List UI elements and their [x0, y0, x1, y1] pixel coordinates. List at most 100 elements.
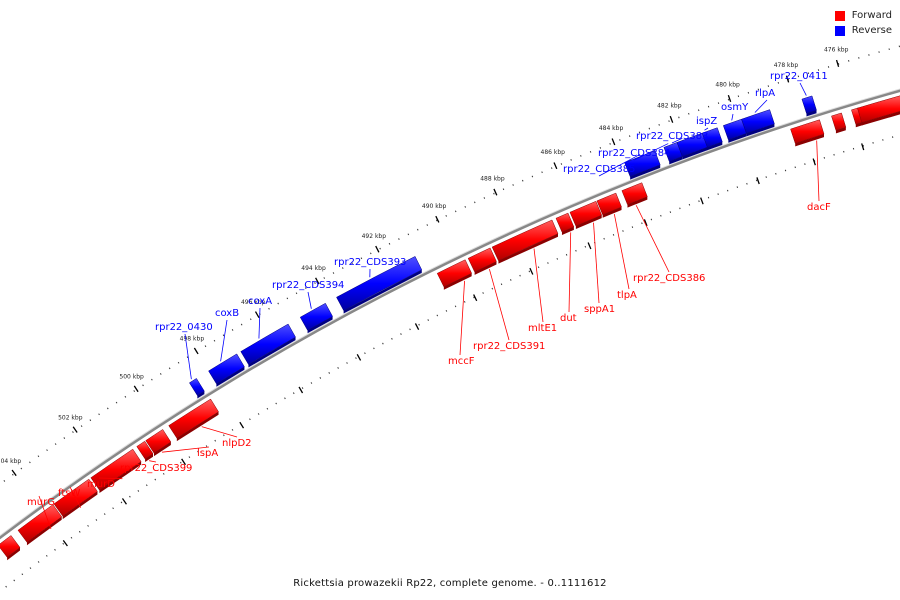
leader-rlpA [754, 99, 768, 113]
ruler-dot [736, 186, 739, 189]
ruler-dot [3, 480, 6, 482]
gene-rpr22_0411[interactable] [801, 95, 817, 117]
gene-label-tlpA[interactable]: tlpA [617, 290, 637, 301]
gene-label-rlpA[interactable]: rlpA [755, 88, 775, 99]
gene-unlabeled[interactable] [857, 95, 900, 126]
ruler-dot [603, 237, 605, 240]
gene-rpr22_CDS391[interactable] [467, 247, 497, 275]
gene-label-nlpD2[interactable]: nlpD2 [222, 438, 252, 449]
gene-label-murD[interactable]: murD [87, 479, 115, 490]
gene-rpr22_CDS394[interactable] [299, 302, 333, 334]
ruler-dot [154, 478, 157, 481]
gene-sppA1[interactable] [569, 200, 603, 230]
gene-shadow [145, 453, 154, 462]
gene-rpr22_CDS386[interactable] [621, 182, 648, 208]
ruler-dot [669, 211, 672, 213]
ruler-dot [310, 382, 313, 384]
gene-osmY[interactable] [723, 118, 747, 143]
ruler-dot [589, 150, 592, 153]
gene-rlpA[interactable] [741, 109, 775, 137]
ruler-dot [231, 429, 234, 431]
ruler-dot [435, 219, 438, 222]
ruler-dot [609, 143, 611, 145]
gene-label-rpr22_CDS391[interactable]: rpr22_CDS391 [473, 341, 545, 352]
tick-label: 478 kbp [774, 62, 799, 69]
gene-shadow [728, 133, 747, 143]
gene-label-osmY[interactable]: osmY [721, 102, 749, 113]
gene-lspA[interactable] [145, 429, 172, 457]
gene-rpr22_CDS393[interactable] [336, 256, 423, 314]
gene-body [17, 504, 63, 543]
ruler-dot [328, 372, 330, 374]
gene-label-dut[interactable]: dut [560, 313, 577, 324]
gene-shadow [669, 156, 683, 165]
ruler-dot [332, 272, 335, 274]
ruler-dot [436, 314, 439, 317]
gene-label-rpr22_CDS393[interactable]: rpr22_CDS393 [334, 257, 406, 268]
gene-body [90, 448, 142, 491]
ruler-dot [168, 367, 171, 370]
gene-ispZ[interactable] [700, 127, 723, 151]
tick-mark-top [727, 94, 732, 103]
gene-label-rpr22_CDS385[interactable]: rpr22_CDS385 [563, 164, 635, 175]
leader-coxB [220, 319, 228, 362]
tick-mark-top [835, 59, 840, 67]
gene-label-sppA1[interactable]: sppA1 [584, 304, 615, 315]
leader-sppA1 [593, 222, 600, 304]
ruler-dot [54, 548, 56, 551]
gene-rpr22_0430[interactable] [189, 378, 205, 399]
ruler-dot [5, 585, 7, 588]
leader-rpr22_0430 [184, 333, 192, 380]
tick-mark-bottom [414, 323, 420, 330]
gene-unlabeled[interactable] [0, 535, 21, 561]
tick-mark-bottom [587, 242, 592, 250]
ruler-dot [205, 445, 208, 448]
ruler-dot [162, 472, 165, 475]
gene-mccF[interactable] [436, 259, 472, 290]
gene-label-rpr22_0411[interactable]: rpr22_0411 [770, 71, 828, 82]
gene-label-coxA[interactable]: coxA [248, 296, 272, 307]
gene-coxB[interactable] [208, 353, 245, 387]
gene-murD[interactable] [90, 448, 142, 494]
gene-murG[interactable] [17, 504, 63, 546]
gene-label-rpr22_CDS383[interactable]: rpr22_CDS383 [636, 131, 708, 142]
gene-dacF[interactable] [790, 119, 825, 147]
ruler-dot [717, 193, 719, 195]
gene-label-mltE1[interactable]: mltE1 [528, 323, 557, 334]
gene-rpr22_CDS399[interactable] [136, 440, 154, 462]
gene-dut[interactable] [555, 212, 575, 236]
gene-label-rpr22_CDS386[interactable]: rpr22_CDS386 [633, 273, 705, 284]
gene-label-dacF[interactable]: dacF [807, 202, 831, 213]
gene-label-rpr22_CDS384[interactable]: rpr22_CDS384 [598, 148, 670, 159]
gene-label-rpr22_CDS399[interactable]: rpr22_CDS399 [120, 463, 192, 474]
ruler-dot [426, 224, 429, 226]
ruler-dot [129, 495, 131, 498]
gene-rpr22_CDS385[interactable] [624, 150, 661, 180]
ruler-dot [445, 214, 447, 217]
gene-rpr22_CDS384[interactable] [663, 142, 683, 165]
gene-rpr22_CDS383[interactable] [676, 132, 708, 160]
tick-mark-bottom [356, 353, 362, 361]
leader-rpr22_0411 [799, 82, 807, 96]
gene-nlpD2[interactable] [168, 398, 219, 442]
gene-unlabeled[interactable] [831, 112, 847, 134]
leader-rpr22_CDS383 [671, 137, 683, 144]
ruler-dot [550, 167, 553, 169]
gene-label-ftsW[interactable]: ftsW [58, 488, 80, 499]
gene-shadow [154, 442, 171, 457]
tick-label: 502 kbp [58, 414, 83, 421]
ruler-dot [295, 292, 298, 295]
gene-tlpA[interactable] [596, 192, 622, 218]
ruler-dot [304, 287, 307, 290]
legend-label-forward: Forward [851, 10, 892, 21]
leader-dacF [816, 140, 820, 202]
gene-mltE1[interactable] [491, 219, 559, 264]
gene-label-murG[interactable]: murG [27, 497, 55, 508]
gene-label-rpr22_0430[interactable]: rpr22_0430 [155, 322, 213, 333]
gene-label-lspA[interactable]: lspA [197, 448, 218, 459]
gene-label-rpr22_CDS394[interactable]: rpr22_CDS394 [272, 280, 344, 291]
gene-label-mccF[interactable]: mccF [448, 356, 475, 367]
gene-label-ispZ[interactable]: ispZ [696, 116, 717, 127]
gene-label-coxB[interactable]: coxB [215, 308, 239, 319]
gene-coxA[interactable] [240, 323, 296, 368]
